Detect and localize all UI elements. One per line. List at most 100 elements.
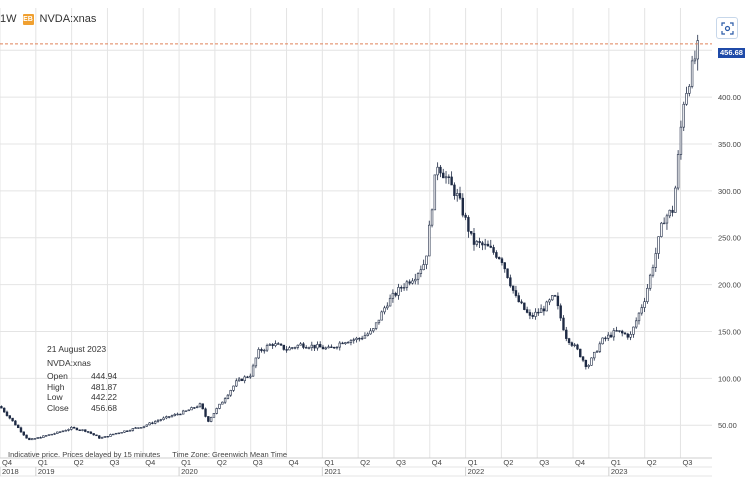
x-tick-label: Q1 xyxy=(181,458,191,467)
info-label: High xyxy=(47,381,65,392)
candle-body xyxy=(394,292,397,296)
candle-body xyxy=(674,187,677,213)
candle-body xyxy=(439,166,442,174)
candle-body xyxy=(89,431,93,434)
candle-body xyxy=(277,343,280,345)
x-tick-label: Q1 xyxy=(468,458,478,467)
candle-body xyxy=(383,307,386,313)
candle-body xyxy=(570,342,574,346)
candle-body xyxy=(151,422,154,424)
candle-body xyxy=(75,427,79,431)
candle-body xyxy=(120,432,123,434)
candle-body xyxy=(637,312,641,322)
chart-footer: Indicative price. Prices delayed by 15 m… xyxy=(8,450,287,459)
y-tick-label: 300.00 xyxy=(718,187,741,196)
candle-body xyxy=(198,403,202,408)
candle-body xyxy=(126,430,129,432)
candle-body xyxy=(330,346,333,348)
candle-body xyxy=(112,433,115,436)
ohlc-info-panel: 21 August 2023 NVDA:xnas Open 444.94 High… xyxy=(47,344,117,413)
candle-body xyxy=(103,436,107,438)
info-row-low: Low 442.22 xyxy=(47,392,117,403)
candle-body xyxy=(430,209,434,226)
candle-body xyxy=(165,416,168,419)
candle-body xyxy=(657,236,660,254)
candle-body xyxy=(607,334,610,339)
candle-body xyxy=(117,432,121,435)
candle-body xyxy=(50,433,53,436)
last-price-tag: 456.68 xyxy=(718,48,745,58)
candle-body xyxy=(235,380,238,387)
candle-body xyxy=(643,301,646,308)
candle-body xyxy=(181,410,185,415)
x-tick-label: Q2 xyxy=(360,458,370,467)
x-tick-label: Q2 xyxy=(74,458,84,467)
candle-body xyxy=(305,347,308,349)
candle-body xyxy=(299,343,302,346)
candle-body xyxy=(123,430,126,433)
candle-body xyxy=(584,359,588,367)
candle-body xyxy=(640,307,643,314)
candle-body xyxy=(134,427,137,429)
candle-body xyxy=(632,326,635,335)
candle-body xyxy=(195,406,199,408)
candle-body xyxy=(442,172,445,179)
candle-body xyxy=(288,347,291,351)
candle-body xyxy=(207,416,210,422)
screenshot-button[interactable] xyxy=(716,17,738,39)
candle-body xyxy=(318,344,322,348)
candle-body xyxy=(14,420,17,426)
candle-body xyxy=(33,438,37,440)
candle-body xyxy=(428,224,431,257)
candle-body xyxy=(249,375,252,378)
candle-body xyxy=(363,335,367,339)
candle-body xyxy=(344,342,347,344)
candle-body xyxy=(296,344,300,348)
candle-body xyxy=(548,299,551,303)
candle-body xyxy=(447,176,451,178)
candle-body xyxy=(450,176,453,186)
x-tick-label: Q2 xyxy=(503,458,513,467)
x-tick-label: 2018 xyxy=(2,467,19,476)
interval-label[interactable]: 1W xyxy=(0,13,17,25)
candle-body xyxy=(682,103,685,128)
candle-body xyxy=(402,287,406,289)
candle-body xyxy=(422,264,425,271)
candle-body xyxy=(260,349,263,352)
candle-body xyxy=(47,434,51,436)
x-tick-label: Q3 xyxy=(682,458,692,467)
candle-body xyxy=(190,407,193,411)
info-value: 444.94 xyxy=(91,371,117,381)
candle-body xyxy=(19,427,23,433)
candle-body xyxy=(472,233,476,245)
info-label: Close xyxy=(47,402,69,413)
candle-body xyxy=(416,273,420,280)
candle-body xyxy=(176,413,179,416)
candle-body xyxy=(634,320,638,328)
candle-body xyxy=(665,215,669,224)
candle-body xyxy=(332,346,336,349)
candle-body xyxy=(293,347,297,349)
candle-body xyxy=(30,438,34,441)
candle-body xyxy=(307,347,311,349)
candle-body xyxy=(109,434,112,437)
candle-body xyxy=(346,341,350,344)
symbol-label[interactable]: NVDA:xnas xyxy=(39,13,97,25)
candle-body xyxy=(520,301,523,304)
candle-body xyxy=(612,330,616,338)
candle-body xyxy=(338,342,341,348)
candle-body xyxy=(324,347,327,350)
candle-body xyxy=(218,403,221,409)
candle-body xyxy=(369,330,372,335)
candle-body xyxy=(16,424,20,429)
candle-body xyxy=(531,315,534,317)
candle-body xyxy=(539,308,543,313)
candle-body xyxy=(58,431,62,433)
candle-body xyxy=(137,427,140,429)
candle-body xyxy=(106,436,109,438)
candle-body xyxy=(271,344,274,346)
candle-body xyxy=(254,357,258,367)
x-tick-label: Q1 xyxy=(324,458,334,467)
candle-body xyxy=(646,287,649,302)
